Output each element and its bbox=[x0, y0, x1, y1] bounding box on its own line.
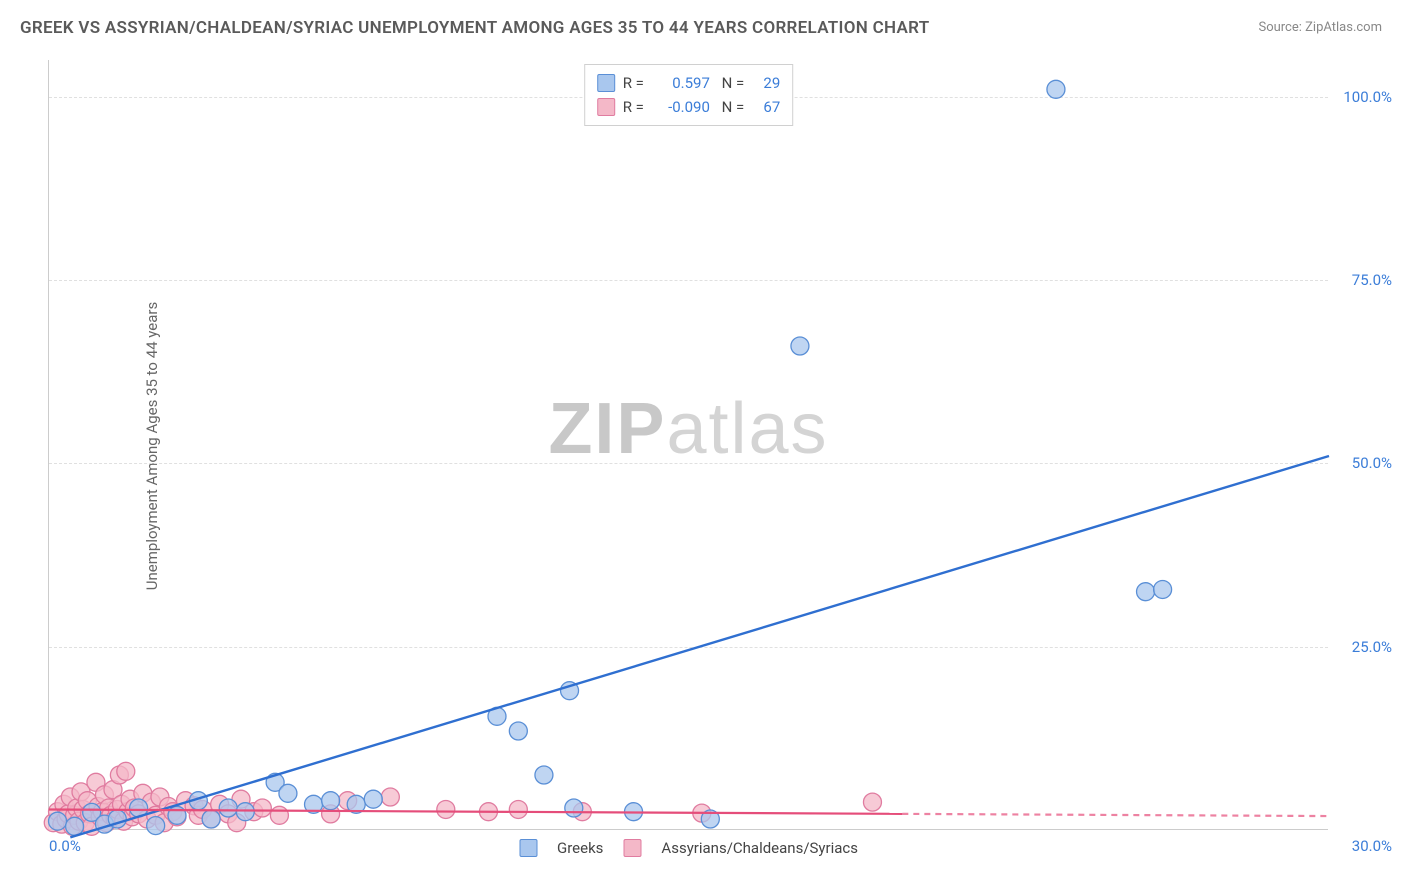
x-tick-max: 30.0% bbox=[1352, 837, 1392, 855]
legend-label-assyrians: Assyrians/Chaldeans/Syriacs bbox=[661, 839, 858, 857]
y-tick: 100.0% bbox=[1336, 88, 1392, 106]
legend-label-greeks: Greeks bbox=[557, 839, 603, 857]
y-tick: 75.0% bbox=[1336, 271, 1392, 289]
swatch-assyrians-bottom bbox=[623, 839, 641, 857]
x-tick-min: 0.0% bbox=[49, 837, 81, 855]
plot-area: ZIPatlas 25.0%50.0%75.0%100.0% R = 0.597… bbox=[48, 60, 1328, 830]
chart-title: GREEK VS ASSYRIAN/CHALDEAN/SYRIAC UNEMPL… bbox=[20, 18, 930, 38]
y-tick: 50.0% bbox=[1336, 454, 1392, 472]
swatch-greeks-bottom bbox=[519, 839, 537, 857]
y-tick: 25.0% bbox=[1336, 638, 1392, 656]
source-label: Source: ZipAtlas.com bbox=[1258, 20, 1382, 35]
scatter-chart bbox=[49, 60, 1328, 829]
series-legend: Greeks Assyrians/Chaldeans/Syriacs bbox=[519, 839, 858, 857]
